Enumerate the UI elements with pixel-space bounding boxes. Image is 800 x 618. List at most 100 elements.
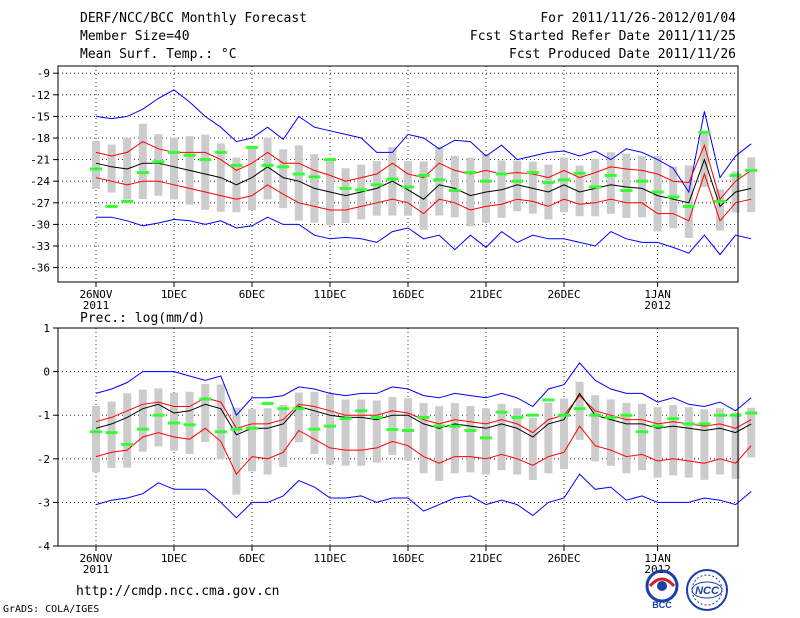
- precipitation-spread-box: [684, 407, 693, 478]
- temperature-observed-mark: [573, 171, 586, 175]
- precipitation-observed-mark: [277, 407, 290, 411]
- precipitation-observed-mark: [292, 407, 305, 411]
- precipitation-spread-box: [201, 384, 210, 443]
- temperature-observed-mark: [495, 172, 508, 176]
- temperature-observed-mark: [448, 189, 461, 193]
- precipitation-observed-mark: [558, 413, 570, 417]
- temperature-spread-box: [279, 149, 288, 209]
- precipitation-spread-box: [341, 399, 350, 466]
- precipitation-observed-mark: [324, 424, 336, 428]
- precipitation-observed-mark: [542, 398, 555, 402]
- temperature-spread-box: [528, 161, 537, 214]
- precipitation-ytick-label: 0: [43, 366, 50, 379]
- temperature-spread-box: [747, 157, 756, 213]
- temperature-spread-box: [653, 156, 662, 232]
- precipitation-observed-mark: [448, 424, 461, 428]
- temperature-upper-line: [95, 141, 752, 201]
- precipitation-observed-mark: [136, 427, 149, 431]
- precipitation-spread-box: [310, 391, 319, 454]
- temperature-ytick-label: -33: [30, 240, 50, 253]
- precipitation-spread-box: [544, 402, 553, 474]
- precipitation-xtick-label: 11DEC: [313, 552, 346, 565]
- temperature-spread-box: [466, 157, 475, 227]
- precipitation-observed-mark: [121, 442, 134, 446]
- precipitation-spread-box: [716, 408, 724, 475]
- precipitation-xtick-label: 21DEC: [469, 552, 502, 565]
- temperature-observed-mark: [230, 163, 243, 167]
- precipitation-observed-mark: [714, 413, 726, 417]
- precipitation-observed-mark: [402, 428, 414, 432]
- precipitation-mean-line: [95, 392, 752, 438]
- temperature-spread-box: [482, 154, 490, 223]
- temperature-spread-box: [419, 161, 428, 230]
- temperature-observed-mark: [136, 171, 149, 175]
- precipitation-spread-box: [92, 406, 100, 473]
- precipitation-ytick-label: -3: [37, 496, 50, 509]
- precipitation-min-line: [95, 473, 752, 519]
- temperature-observed-mark: [105, 204, 118, 208]
- precipitation-observed-mark: [433, 424, 446, 428]
- precipitation-spread-box: [466, 406, 475, 473]
- temperature-observed-mark: [370, 183, 383, 187]
- temperature-xtick-label: 1DEC: [161, 288, 188, 301]
- precipitation-spread-box: [435, 406, 444, 481]
- temperature-spread-box: [716, 189, 724, 231]
- temperature-spread-box: [154, 134, 163, 196]
- precipitation-xtick-year: 2012: [644, 563, 671, 576]
- precipitation-spread-box: [279, 404, 288, 467]
- temperature-observed-mark: [90, 167, 102, 171]
- precipitation-xtick-label: 6DEC: [239, 552, 266, 565]
- forecast-period: For 2011/11/26-2012/01/04: [540, 11, 736, 26]
- temperature-ytick-label: -27: [30, 197, 50, 210]
- precipitation-spread-box: [216, 384, 225, 460]
- temperature-spread-box: [201, 134, 210, 210]
- temperature-observed-mark: [729, 173, 742, 177]
- precipitation-variable-label: Prec.: log(mm/d): [80, 311, 206, 326]
- temperature-observed-mark: [542, 181, 555, 185]
- precipitation-observed-mark: [370, 415, 383, 419]
- temperature-observed-mark: [402, 185, 414, 189]
- precipitation-frame: [57, 327, 739, 547]
- precipitation-xtick-year: 2011: [83, 563, 110, 576]
- temperature-observed-mark: [168, 150, 180, 154]
- temperature-observed-mark: [620, 189, 633, 193]
- temperature-observed-mark: [480, 179, 492, 183]
- temperature-observed-mark: [277, 165, 290, 169]
- temperature-spread-box: [107, 144, 116, 193]
- temperature-spread-box: [326, 159, 334, 226]
- temperature-xtick-label: 11DEC: [313, 288, 346, 301]
- ncc-logo-text: NCC: [695, 585, 720, 597]
- temperature-frame: [57, 65, 739, 283]
- temperature-ytick-label: -36: [30, 262, 50, 275]
- temperature-spread-box: [294, 145, 303, 221]
- precipitation-observed-mark: [573, 407, 586, 411]
- precipitation-observed-mark: [152, 413, 165, 417]
- temperature-ytick-label: -15: [30, 110, 50, 123]
- precipitation-xtick-label: 26DEC: [547, 552, 580, 565]
- temperature-observed-mark: [214, 150, 227, 154]
- temperature-max-line: [95, 89, 752, 194]
- temperature-observed-mark: [292, 172, 305, 176]
- precipitation-observed-mark: [667, 417, 680, 421]
- temperature-spread-box: [606, 152, 615, 214]
- precipitation-observed-mark: [90, 430, 102, 434]
- precipitation-spread-box: [482, 408, 490, 475]
- temperature-observed-mark: [386, 177, 399, 181]
- precipitation-observed-mark: [355, 409, 368, 413]
- precipitation-observed-mark: [261, 401, 274, 405]
- precipitation-spread-box: [450, 402, 459, 474]
- precipitation-observed-mark: [168, 421, 180, 425]
- temperature-observed-mark: [417, 173, 430, 177]
- temperature-observed-mark: [589, 185, 602, 189]
- forecast-produced-date: Fcst Produced Date 2011/11/26: [509, 47, 736, 62]
- temperature-xtick-label: 6DEC: [239, 288, 266, 301]
- precipitation-observed-mark: [230, 427, 243, 431]
- source-url[interactable]: http://cmdp.ncc.cma.gov.cn: [76, 584, 280, 599]
- precipitation-observed-mark: [651, 424, 664, 428]
- precipitation-observed-mark: [246, 426, 258, 430]
- temperature-ytick-label: -12: [30, 89, 50, 102]
- temperature-observed-mark: [651, 190, 664, 194]
- grads-credit: GrADS: COLA/IGES: [3, 604, 100, 615]
- precipitation-observed-mark: [620, 413, 633, 417]
